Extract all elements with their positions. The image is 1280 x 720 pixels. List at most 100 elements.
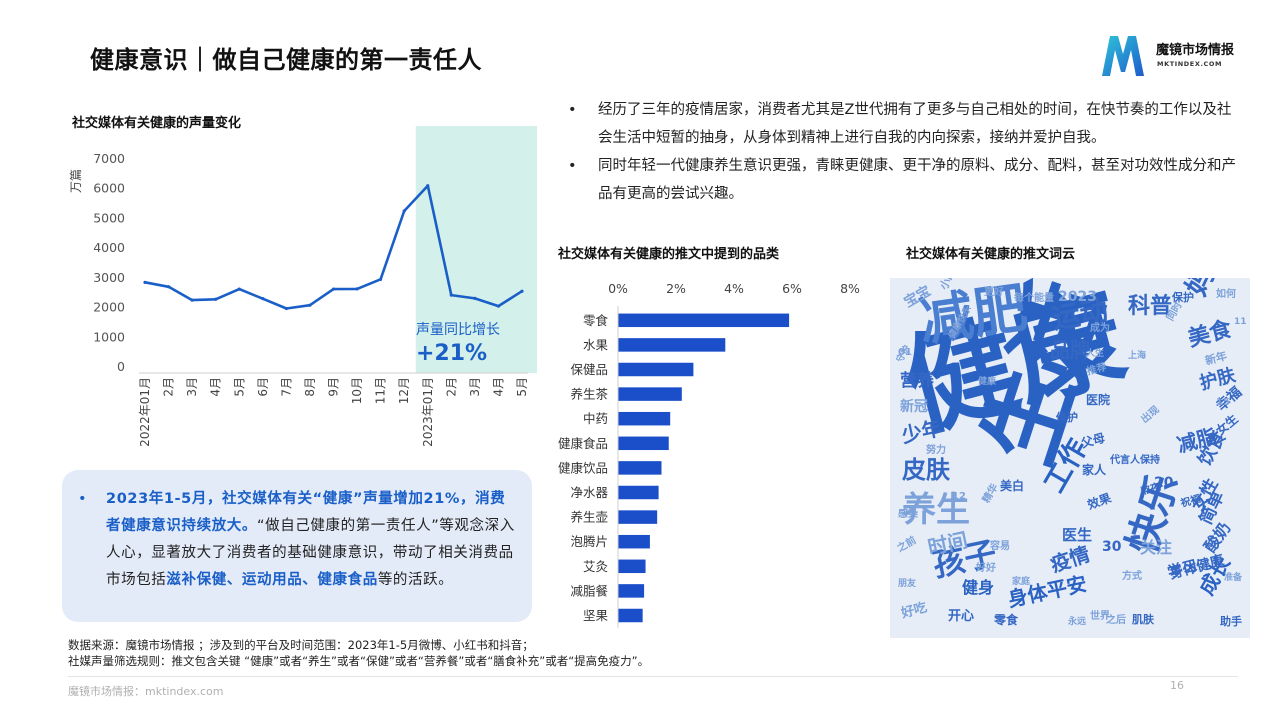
- category-bar: [618, 559, 646, 574]
- word-cloud-term: 父母: [1079, 430, 1107, 451]
- word-cloud-term: 成为: [1090, 323, 1110, 334]
- word-cloud-term: 11: [1234, 317, 1247, 327]
- category-label: 减脂餐: [570, 583, 608, 598]
- x-tick-label: 6%: [782, 281, 802, 296]
- data-point: [143, 280, 147, 284]
- word-cloud-term: 每个能量: [1014, 293, 1054, 304]
- word-cloud-term: 感染: [898, 509, 918, 520]
- word-cloud-term: 品牌: [1050, 338, 1090, 362]
- category-bar: [618, 387, 682, 401]
- data-point: [355, 287, 359, 291]
- word-cloud-term: 关注: [1140, 538, 1173, 557]
- word-cloud-term: 朋友: [898, 579, 917, 589]
- category-label: 健康食品: [558, 436, 608, 451]
- summary-highlight: 2023年1-5月，社交媒体有关“健康”声量增加21%，消费者健康意识持续放大。: [106, 491, 506, 534]
- x-tick-label: 12月: [397, 377, 411, 404]
- category-label: 水果: [583, 337, 609, 352]
- data-point: [473, 296, 477, 300]
- y-tick-label: 3000: [93, 270, 125, 285]
- data-point: [426, 184, 430, 188]
- data-point: [520, 289, 524, 293]
- word-cloud-term: 皮肤: [902, 456, 950, 484]
- summary-bullet: •: [78, 491, 88, 507]
- category-bar: [618, 411, 671, 426]
- x-tick-label: 4月: [209, 377, 223, 397]
- category-label: 艾灸: [583, 559, 608, 574]
- insight-bullets: • 经历了三年的疫情居家，消费者尤其是Z世代拥有了更多与自己相处的时间，在快节奏…: [564, 96, 1236, 208]
- word-cloud-term: 健身: [962, 578, 995, 597]
- category-bar-chart: 0% 2% 4% 6% 8% 零食水果保健品养生茶中药健康食品健康饮品净水器养生壶泡腾片艾…: [558, 281, 860, 628]
- data-point: [166, 285, 171, 289]
- word-cloud-term: 营养: [900, 371, 934, 391]
- category-label: 养生壶: [570, 510, 608, 525]
- y-axis-label: 万篇: [68, 169, 83, 193]
- growth-annotation-label: 声量同比增长: [416, 322, 500, 338]
- word-cloud-term: 修护: [1056, 411, 1078, 424]
- y-tick-label: 7000: [93, 151, 125, 166]
- logo-name: 魔镜市场情报: [1156, 43, 1235, 58]
- insight-text: 同时年轻一代健康养生意识更强，青睐更健康、更干净的原料、成分、配料，甚至对功效性…: [598, 158, 1236, 202]
- line-chart-title: 社交媒体有关健康的声量变化: [72, 116, 242, 131]
- x-tick-label: 5月: [232, 377, 246, 397]
- footer-site: 魔镜市场情报：mktindex.com: [68, 685, 224, 698]
- x-tick-label: 5月: [515, 377, 529, 397]
- category-bar: [618, 584, 645, 598]
- word-cloud-term: 家人: [1082, 463, 1107, 477]
- data-point: [402, 209, 406, 213]
- category-label: 净水器: [570, 485, 608, 500]
- word-cloud-term: 减肥: [915, 278, 1032, 354]
- y-tick-label: 5000: [93, 210, 125, 225]
- x-tick-label: 6月: [256, 377, 270, 397]
- category-label: 中药: [583, 411, 608, 426]
- word-cloud-term: 家庭: [1012, 577, 1031, 587]
- word-cloud-term: 精华: [981, 482, 1001, 505]
- category-bar: [618, 362, 694, 377]
- category-label: 零食: [583, 313, 609, 328]
- insight-bullet: • 经历了三年的疫情居家，消费者尤其是Z世代拥有了更多与自己相处的时间，在快节奏…: [564, 96, 1236, 152]
- x-tick-label: 3月: [185, 377, 199, 397]
- x-tick-label: 0%: [608, 281, 628, 296]
- word-cloud-term: 15: [1216, 397, 1230, 408]
- word-cloud-term: 美食: [1185, 316, 1235, 353]
- data-point: [284, 306, 288, 311]
- data-source: 数据来源：魔镜市场情报 ；涉及到的平台及时间范围：2023年1-5月微博、小红书…: [68, 637, 649, 669]
- word-cloud-term: 努力: [926, 445, 946, 456]
- word-cloud-term: 上海: [1128, 351, 1147, 361]
- data-point: [331, 287, 336, 291]
- category-bar: [618, 485, 659, 500]
- volume-line-chart: 万篇 0 1000 2000 3000 4000 5000 6000 7000 2022年01月 2…: [68, 126, 537, 447]
- word-cloud-term: 容易: [990, 541, 1010, 552]
- x-tick-label: 2%: [666, 281, 686, 296]
- insight-bullet: • 同时年轻一代健康养生意识更强，青睐更健康、更干净的原料、成分、配料，甚至对功…: [564, 152, 1236, 208]
- x-tick-label: 4%: [724, 281, 744, 296]
- word-cloud-term: 12: [952, 491, 966, 502]
- category-bar: [618, 608, 643, 623]
- x-tick-label: 8%: [840, 281, 860, 296]
- word-cloud-term: 女生: [1213, 411, 1241, 438]
- summary-highlight-categories: 滋补保健、运动用品、健康食品: [166, 572, 378, 588]
- data-point: [237, 287, 241, 291]
- word-cloud-title: 社交媒体有关健康的推文词云: [906, 247, 1076, 262]
- x-tick-label: 11月: [374, 377, 388, 404]
- category-bar: [618, 338, 726, 352]
- word-cloud-term: 零食: [994, 613, 1019, 627]
- y-tick-label: 0: [117, 359, 125, 374]
- x-tick-label: 10月: [350, 377, 364, 404]
- bullet-dot: •: [568, 102, 577, 118]
- category-bar: [618, 436, 669, 451]
- summary-tail: 等的活跃。: [377, 572, 454, 588]
- category-bar: [618, 313, 790, 328]
- word-cloud-term: 新年: [1203, 349, 1229, 368]
- word-cloud-term: 永远: [1068, 617, 1087, 627]
- bullet-dot: •: [568, 158, 577, 174]
- word-cloud-term: 医院: [1086, 393, 1111, 407]
- source-rule: 社媒声量筛选规则：推文包含关键 “健康”或者“养生”或者“保健”或者“营养餐”或…: [68, 654, 650, 668]
- word-cloud-term: 美白: [1000, 479, 1025, 493]
- summary-body: “做自己健康的第一责任人”等观念深入人心，显著放大了消费者的基础健康意识，带动了…: [106, 518, 515, 588]
- brand-logo: 魔镜市场情报 MKTINDEX.COM: [1098, 32, 1258, 78]
- x-tick-label: 4月: [491, 377, 505, 397]
- category-bar: [618, 534, 650, 549]
- word-cloud-term: 好吃: [899, 600, 929, 622]
- word-cloud-term: 助手: [1220, 615, 1242, 628]
- logo-mark-icon: [1102, 36, 1144, 76]
